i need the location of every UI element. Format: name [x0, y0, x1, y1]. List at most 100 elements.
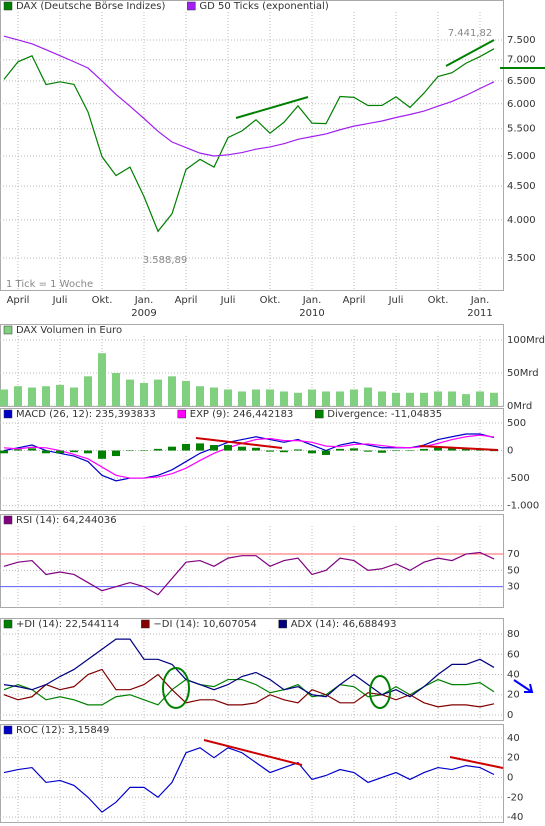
y-tick-label: 500: [507, 418, 526, 429]
y-tick-label: -40: [507, 812, 523, 823]
bar: [210, 445, 218, 451]
bar: [98, 353, 106, 406]
bar: [476, 391, 484, 406]
bar: [322, 391, 330, 406]
bar: [126, 379, 134, 406]
y-tick-label: 0: [507, 710, 513, 721]
y-tick-label: 30: [507, 582, 520, 593]
bar: [126, 450, 134, 452]
legend-label: DAX (Deutsche Börse Indizes): [16, 1, 165, 12]
annotation: 7.441,82: [448, 28, 493, 39]
y-tick-label: 50Mrd: [507, 368, 539, 379]
bar: [350, 448, 358, 451]
bar: [448, 447, 456, 451]
y-tick-label: 70: [507, 549, 520, 560]
bar: [70, 450, 78, 453]
series-line: [3, 678, 495, 706]
bar: [434, 446, 442, 451]
x-tick-label: Okt.: [428, 295, 449, 306]
y-tick-label: 6.000: [507, 99, 536, 110]
y-tick-label: 100Mrd: [507, 335, 545, 346]
annotation-lines: [162, 39, 545, 769]
x-tick-label: Jan. 2010: [299, 295, 324, 319]
bar: [280, 391, 288, 406]
trend-line: [203, 739, 303, 766]
legend-label: ROC (12): 3,15849: [16, 725, 109, 736]
panel-frame: [0, 408, 504, 511]
bar: [280, 450, 288, 453]
y-tick-label: 0: [507, 772, 513, 783]
bar: [0, 450, 8, 454]
trend-line: [235, 96, 309, 119]
bar: [378, 450, 386, 453]
x-tick-label: Juli: [388, 295, 404, 306]
x-tick-label: April: [7, 295, 30, 306]
annotation: 1 Tick = 1 Woche: [6, 279, 93, 290]
legend-swatch: [177, 409, 187, 419]
bar: [308, 450, 316, 454]
arrow: [513, 679, 534, 693]
y-tick-label: 50: [507, 565, 520, 576]
bar: [490, 392, 498, 406]
series-line: [3, 434, 495, 479]
bar: [392, 392, 400, 406]
y-tick-label: 0Mrd: [507, 401, 532, 412]
bar: [196, 443, 204, 451]
y-tick-label: 20: [507, 753, 520, 764]
bar: [336, 391, 344, 406]
legend-swatch: [3, 619, 13, 629]
bar: [252, 389, 260, 406]
bar: [392, 450, 400, 452]
bar: [112, 373, 120, 406]
bar: [14, 449, 22, 451]
trend-line: [419, 445, 499, 451]
legend-label: DAX Volumen in Euro: [16, 325, 122, 336]
bar: [28, 448, 36, 451]
legend-swatch: [187, 1, 196, 11]
x-tick-label: April: [343, 295, 366, 306]
trend-line: [449, 756, 504, 769]
bar: [406, 392, 414, 406]
bar: [42, 386, 50, 406]
bar: [490, 450, 498, 452]
y-tick-label: 4.000: [507, 215, 536, 226]
x-tick-label: Okt.: [260, 295, 281, 306]
bar: [224, 445, 232, 451]
bar: [28, 387, 36, 406]
bar: [420, 392, 428, 406]
legend-label: ADX (14): 46,688493: [291, 619, 397, 630]
y-tick-label: 5.500: [507, 124, 536, 135]
bar: [182, 443, 190, 451]
panel-frame: [0, 514, 504, 608]
y-tick-label: 0: [507, 446, 513, 457]
legend-label: EXP (9): 246,442183: [190, 409, 294, 420]
trend-line: [445, 39, 495, 67]
x-tick-label: Juli: [220, 295, 236, 306]
legend-swatch: [3, 1, 13, 11]
bar: [308, 389, 316, 406]
bar: [42, 450, 50, 454]
bar: [210, 387, 218, 406]
y-tick-label: 4.500: [507, 181, 536, 192]
bar: [56, 384, 64, 406]
y-tick-label: 40: [507, 733, 520, 744]
x-tick-label: April: [175, 295, 198, 306]
legend-label: GD 50 Ticks (exponential): [199, 1, 328, 12]
bar: [140, 450, 148, 452]
trend-line: [195, 437, 283, 449]
bar: [252, 447, 260, 451]
bar: [84, 376, 92, 406]
highlight-circle: [162, 667, 190, 709]
series-line: [3, 747, 495, 813]
bar: [406, 450, 414, 452]
y-tick-label: 7.500: [507, 35, 536, 46]
bar: [294, 392, 302, 406]
bar: [378, 391, 386, 406]
y-tick-label: 60: [507, 649, 520, 660]
bar: [322, 450, 330, 455]
y-tick-label: -20: [507, 792, 523, 803]
bar: [70, 387, 78, 406]
annotation: 3.588,89: [143, 255, 188, 266]
panel-frame: [0, 724, 504, 823]
